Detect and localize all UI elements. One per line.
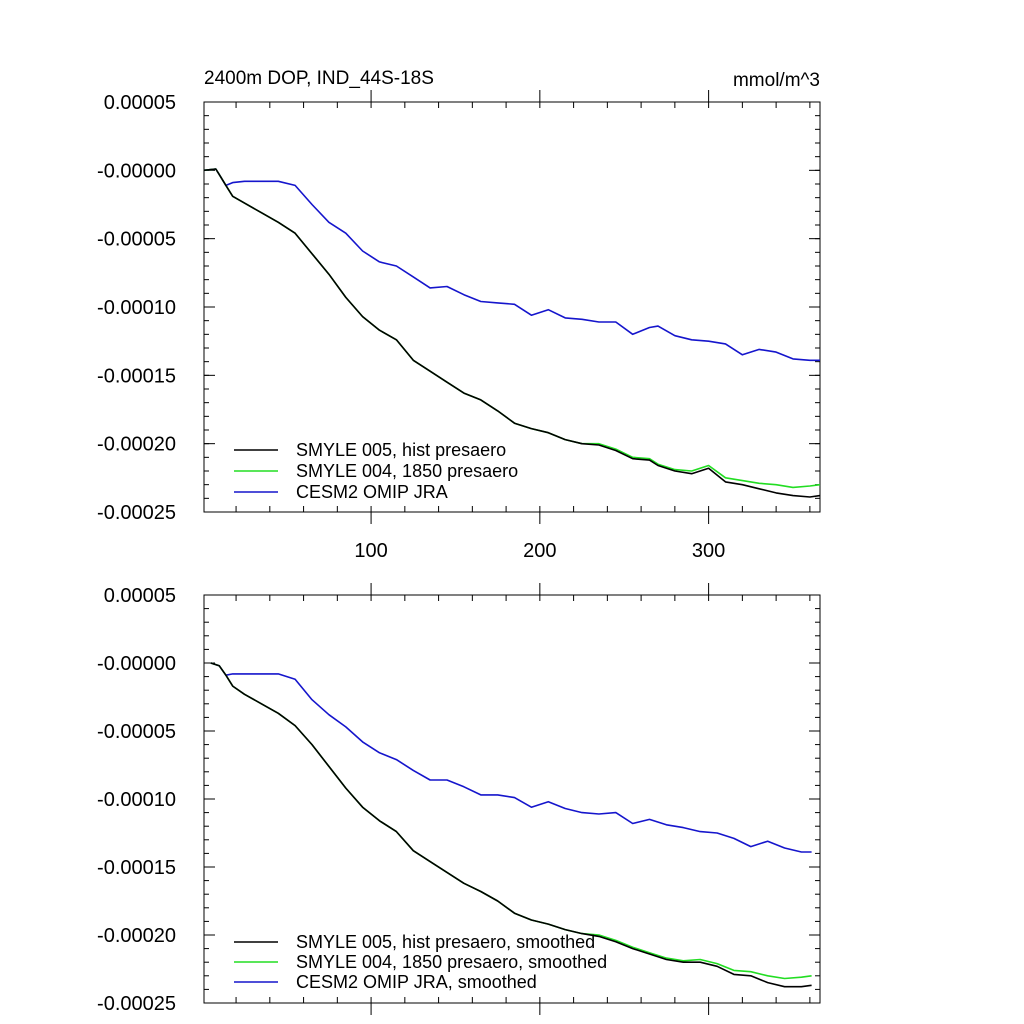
- x-tick-label: 300: [692, 540, 725, 562]
- series-line-0: [210, 662, 812, 988]
- series-line-2: [203, 168, 820, 362]
- x-tick-label: 100: [354, 540, 387, 562]
- units-label: mmol/m^3: [733, 70, 820, 91]
- bottom-panel: 0.00005 -0.00000 -0.00005 -0.00010 -0.00015 -…: [97, 583, 821, 1015]
- y-tick-label: -0.00020: [97, 925, 176, 947]
- y-tick-label: -0.00000: [97, 160, 176, 182]
- y-tick-label: -0.00015: [97, 857, 176, 879]
- series-line-0: [203, 168, 821, 498]
- y-tick-label: -0.00025: [97, 993, 176, 1015]
- x-tick-label: 200: [523, 540, 556, 562]
- legend-label: SMYLE 005, hist presaero, smoothed: [296, 932, 595, 952]
- legend-label: CESM2 OMIP JRA: [296, 482, 448, 502]
- y-tick-label: 0.00005: [104, 92, 176, 114]
- y-tick-label: -0.00010: [97, 789, 176, 811]
- y-tick-label: -0.00025: [97, 502, 176, 524]
- y-tick-label: -0.00005: [97, 229, 176, 251]
- series-line-2: [210, 662, 812, 853]
- y-tick-label: -0.00000: [97, 653, 176, 675]
- top-panel: 0.00005 -0.00000 -0.00005 -0.00010 -0.00015 -…: [97, 90, 821, 562]
- legend-label: SMYLE 004, 1850 presaero, smoothed: [296, 952, 607, 972]
- legend-label: CESM2 OMIP JRA, smoothed: [296, 972, 537, 992]
- legend-label: SMYLE 005, hist presaero: [296, 440, 506, 460]
- y-tick-label: -0.00015: [97, 365, 176, 387]
- y-tick-label: -0.00020: [97, 434, 176, 456]
- legend-label: SMYLE 004, 1850 presaero: [296, 461, 518, 481]
- y-tick-label: -0.00005: [97, 721, 176, 743]
- panel-title: 2400m DOP, IND_44S-18S: [204, 68, 434, 89]
- y-tick-label: -0.00010: [97, 297, 176, 319]
- y-tick-label: 0.00005: [104, 585, 176, 607]
